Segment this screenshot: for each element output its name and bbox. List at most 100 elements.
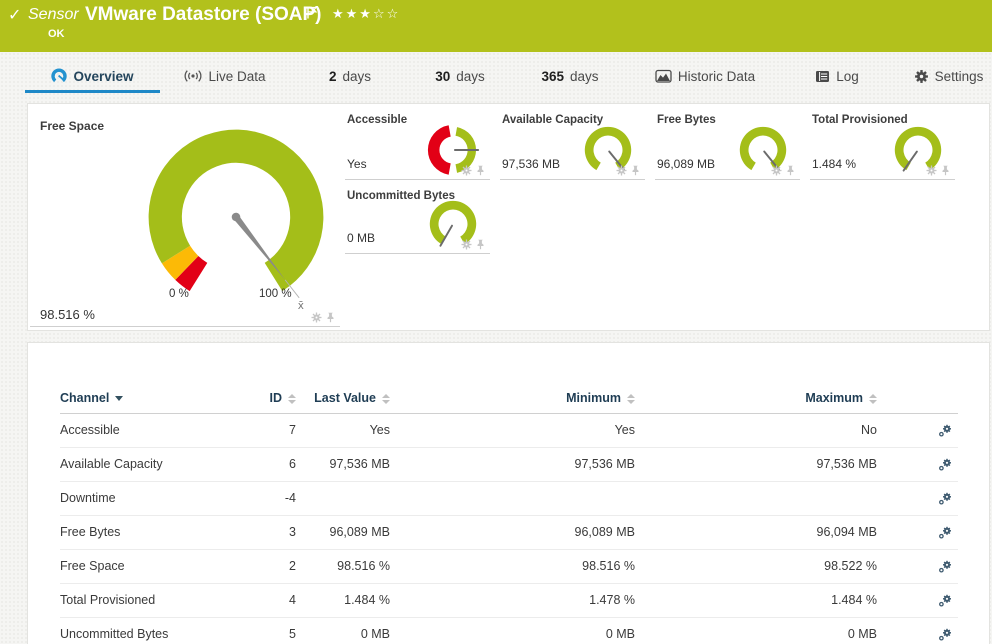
free-space-gauge: x̄ — [148, 129, 324, 312]
tab-label: Log — [836, 68, 859, 84]
cell-last-value: 1.484 % — [344, 593, 390, 607]
tab-2-days[interactable]: 2 days — [315, 62, 385, 90]
column-label: Minimum — [566, 391, 621, 405]
tab-label: Settings — [934, 68, 984, 84]
cell-last-value: 98.516 % — [337, 559, 390, 573]
channel-settings-icon[interactable] — [938, 492, 954, 505]
tab-live-data[interactable]: Live Data — [175, 62, 275, 90]
channel-settings-icon[interactable] — [938, 594, 954, 607]
sort-icon — [288, 393, 296, 404]
area-chart-icon — [655, 69, 672, 83]
tab-historic-data[interactable]: Historic Data — [640, 62, 770, 90]
column-header-last-value[interactable]: Last Value — [296, 383, 390, 413]
sort-icon — [627, 393, 635, 404]
pin-icon[interactable] — [475, 165, 486, 176]
tab-overview[interactable]: Overview — [25, 62, 160, 93]
object-type-label: Sensor — [28, 6, 79, 23]
gauge-settings-icon[interactable] — [771, 165, 782, 176]
free-space-gauge-tile: Free Space x̄ 0 % 100 % 98.516 % — [30, 110, 340, 327]
gauge-settings-icon[interactable] — [461, 239, 472, 250]
cell-channel[interactable]: Available Capacity — [60, 457, 163, 471]
cell-channel[interactable]: Free Bytes — [60, 525, 121, 539]
cell-channel[interactable]: Free Space — [60, 559, 125, 573]
column-header-minimum[interactable]: Minimum — [390, 383, 635, 413]
ok-check-icon: ✓ — [8, 5, 22, 24]
tab-label: Overview — [73, 68, 134, 84]
gauge-settings-icon[interactable] — [616, 165, 627, 176]
channel-settings-icon[interactable] — [938, 628, 954, 641]
gauge-settings-icon[interactable] — [311, 312, 322, 323]
gauge-tile-uncommitted-bytes: Uncommitted Bytes 0 MB — [345, 188, 490, 254]
tab-365-days[interactable]: 365 days — [530, 62, 610, 90]
channel-settings-icon[interactable] — [938, 560, 954, 573]
tab-log[interactable]: Log — [802, 62, 872, 90]
gauge-tile-free-bytes: Free Bytes 96,089 MB — [655, 112, 800, 180]
cell-last-value: Yes — [369, 423, 390, 437]
pin-icon[interactable] — [475, 239, 486, 250]
gauge-title: Uncommitted Bytes — [347, 190, 455, 202]
pin-icon[interactable] — [630, 165, 641, 176]
cell-maximum: 96,094 MB — [816, 525, 877, 539]
cell-minimum: 98.516 % — [582, 559, 635, 573]
pin-icon[interactable] — [785, 165, 796, 176]
gauge-settings-icon[interactable] — [926, 165, 937, 176]
column-label: Channel — [60, 391, 110, 405]
uncommitted-bytes-gauge — [429, 200, 477, 247]
gauge-needle — [439, 224, 453, 247]
tab-label: Live Data — [208, 68, 266, 84]
cell-id: 4 — [289, 593, 296, 607]
gauge-title: Free Space — [40, 119, 105, 133]
cell-minimum: 96,089 MB — [574, 525, 635, 539]
cell-minimum: 1.478 % — [589, 593, 635, 607]
broadcast-icon — [184, 70, 202, 82]
pin-icon[interactable] — [940, 165, 951, 176]
tab-label: days — [342, 68, 372, 84]
cell-id: 5 — [289, 627, 296, 641]
table-row-free-bytes: Free Bytes 3 96,089 MB 96,089 MB 96,094 … — [60, 516, 958, 550]
column-header-id[interactable]: ID — [260, 383, 296, 413]
flag-icon[interactable] — [307, 6, 318, 19]
gauge-settings-icon[interactable] — [461, 165, 472, 176]
cell-channel[interactable]: Downtime — [60, 491, 116, 505]
cell-minimum: 97,536 MB — [574, 457, 635, 471]
cell-channel[interactable]: Total Provisioned — [60, 593, 156, 607]
cell-channel[interactable]: Accessible — [60, 423, 120, 437]
channel-settings-icon[interactable] — [938, 458, 954, 471]
tab-settings[interactable]: Settings — [905, 62, 992, 90]
pin-icon[interactable] — [325, 312, 336, 323]
accessible-gauge — [427, 125, 480, 175]
gauge-value: 98.516 % — [40, 307, 95, 322]
priority-stars[interactable]: ★★★☆☆ — [332, 7, 401, 22]
sensor-title: VMware Datastore (SOAP) — [85, 4, 322, 25]
mean-marker: x̄ — [298, 300, 304, 312]
table-row-downtime: Downtime -4 — [60, 482, 958, 516]
cell-channel[interactable]: Uncommitted Bytes — [60, 627, 169, 641]
gauge-title: Accessible — [347, 114, 408, 126]
table-row-uncommitted-bytes: Uncommitted Bytes 5 0 MB 0 MB 0 MB — [60, 618, 958, 644]
cell-maximum — [635, 482, 877, 515]
table-header-row: Channel ID Last Value Minimum Maximum — [60, 383, 958, 414]
table-row-accessible: Accessible 7 Yes Yes No — [60, 414, 958, 448]
column-header-maximum[interactable]: Maximum — [635, 383, 877, 413]
channel-settings-icon[interactable] — [938, 526, 954, 539]
gauge-title: Free Bytes — [657, 114, 716, 126]
gauge-title: Total Provisioned — [812, 114, 908, 126]
cell-id: 2 — [289, 559, 296, 573]
tab-number: 30 — [435, 68, 451, 84]
gauge-max-label: 100 % — [259, 288, 292, 300]
column-label: Last Value — [314, 391, 376, 405]
cell-maximum: 97,536 MB — [816, 457, 877, 471]
cell-last-value — [296, 482, 390, 515]
gauges-panel: Free Space x̄ 0 % 100 % 98.516 % — [27, 103, 990, 331]
sensor-status-badge: OK — [48, 28, 65, 40]
tab-label: days — [570, 68, 599, 84]
tab-30-days[interactable]: 30 days — [425, 62, 495, 90]
cell-last-value: 0 MB — [360, 627, 390, 641]
channel-settings-icon[interactable] — [938, 424, 954, 437]
log-list-icon — [816, 70, 830, 82]
tab-number: 2 — [328, 68, 337, 84]
column-header-channel[interactable]: Channel — [60, 383, 260, 413]
cell-maximum: 98.522 % — [824, 559, 877, 573]
gauge-value: 97,536 MB — [502, 157, 561, 171]
